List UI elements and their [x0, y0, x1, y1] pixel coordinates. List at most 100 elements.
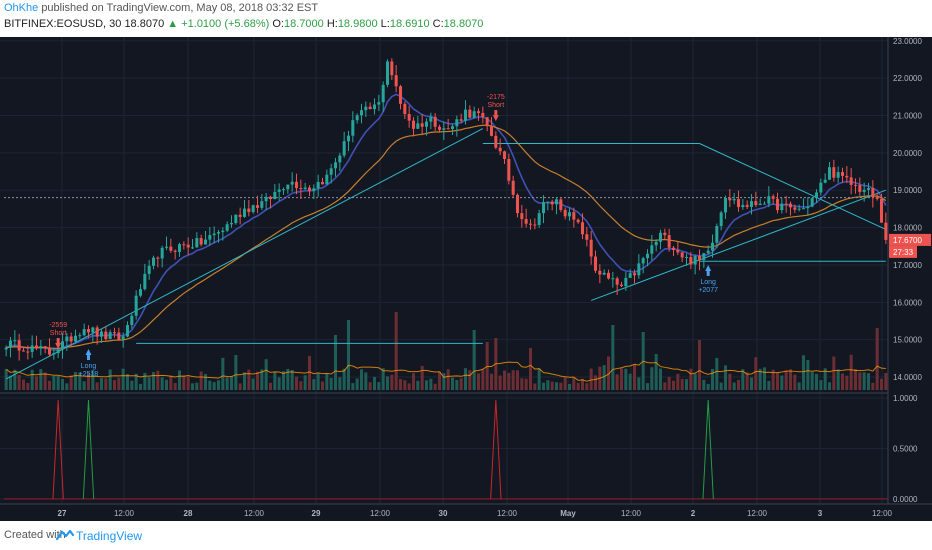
candle-body [840, 172, 845, 176]
candle-body [615, 278, 619, 285]
candle-body [589, 239, 593, 257]
volume-bar [4, 369, 8, 390]
candle-body [385, 61, 390, 85]
volume-bar [34, 376, 39, 390]
candle-body [771, 196, 775, 199]
volume-bar [511, 370, 515, 390]
volume-bar [43, 372, 47, 390]
x-tick-label: May [560, 509, 576, 518]
x-tick-label: 12:00 [872, 509, 893, 518]
candle-body [346, 135, 351, 142]
candle-body [299, 188, 303, 190]
candle-body [156, 257, 160, 259]
volume-bar [468, 370, 472, 390]
volume-bar [546, 380, 550, 390]
volume-bar [290, 370, 294, 390]
candle-body [364, 106, 368, 111]
candle-body [13, 340, 17, 342]
candle-body [398, 86, 403, 104]
candle-body [416, 123, 420, 129]
volume-bar [654, 354, 658, 390]
footer: Created with TradingView [0, 521, 932, 550]
candle-body [290, 181, 294, 185]
candle-body [806, 206, 810, 209]
trendline-down [699, 143, 887, 230]
y-tick-label: 15.0000 [893, 336, 922, 345]
candle-body [455, 119, 459, 127]
signal-arrow-up-icon [85, 349, 92, 356]
x-tick-label: 12:00 [114, 509, 135, 518]
candle-body [78, 335, 82, 337]
candle-body [554, 199, 559, 205]
volume-bar [481, 369, 485, 390]
candle-body [654, 241, 658, 246]
candle-body [767, 196, 771, 204]
candle-body [489, 126, 494, 136]
candle-body [286, 184, 290, 190]
candle-body [710, 242, 715, 251]
volume-bar [182, 375, 186, 390]
volume-bar [472, 330, 476, 390]
candle-body [598, 270, 602, 275]
candle-body [459, 119, 463, 121]
candle-body [177, 244, 182, 252]
y-tick-label: 21.0000 [893, 111, 922, 120]
indicator-lines [4, 93, 888, 380]
candle-body [39, 346, 43, 349]
candle-body [268, 196, 273, 200]
candle-body [576, 219, 580, 223]
candle-body [541, 202, 546, 214]
volume-bar [593, 375, 598, 390]
volume-bar [247, 369, 251, 390]
candle-body [203, 239, 208, 245]
volume-bar [143, 372, 147, 390]
volume-bar [329, 377, 333, 390]
candle-body [99, 331, 104, 337]
candle-body [793, 207, 797, 210]
volume-bar [745, 372, 749, 390]
volume-bar [801, 355, 806, 390]
y-tick-label: 19.0000 [893, 186, 922, 195]
signal-value: -2559 [49, 322, 67, 329]
tradingview-brand[interactable]: TradingView [76, 529, 143, 543]
volume-bar [429, 378, 433, 390]
volume-bar [186, 376, 190, 390]
volume-bar [398, 379, 403, 390]
volume-bar [199, 371, 203, 390]
x-tick-label: 12:00 [370, 509, 391, 518]
y-tick-label: 16.0000 [893, 298, 922, 307]
candle-body [277, 189, 281, 192]
volume-bar [446, 369, 450, 390]
volume-bar [312, 379, 316, 390]
ema-fast-line [5, 93, 887, 351]
candle-body [69, 336, 73, 342]
signal-arrow-down-icon [55, 343, 62, 350]
candle-body [225, 224, 229, 231]
candle-body [507, 159, 511, 181]
volume-bar [234, 355, 238, 390]
candle-body [351, 120, 355, 136]
candle-body [563, 209, 567, 217]
volume-bar [520, 378, 524, 390]
volume-bar [585, 383, 589, 390]
candle-body [624, 277, 628, 287]
volume-bar [459, 378, 463, 390]
volume-bar [541, 382, 546, 390]
candle-body [602, 272, 606, 275]
candle-body [641, 258, 645, 264]
volume-bar [788, 369, 793, 390]
volume-bar [65, 383, 69, 390]
volume-bar [832, 356, 836, 390]
candle-body [173, 250, 177, 252]
author-link[interactable]: OhKhe [4, 2, 39, 14]
candle-body [450, 126, 455, 129]
volume-bar [732, 382, 736, 390]
volume-bar [780, 375, 784, 390]
candle-body [446, 128, 450, 130]
volume-bar [294, 376, 299, 390]
candle-body [472, 111, 476, 118]
x-tick-label: 12:00 [747, 509, 768, 518]
high-value: 18.9800 [337, 18, 378, 30]
low-label: L: [380, 18, 390, 30]
